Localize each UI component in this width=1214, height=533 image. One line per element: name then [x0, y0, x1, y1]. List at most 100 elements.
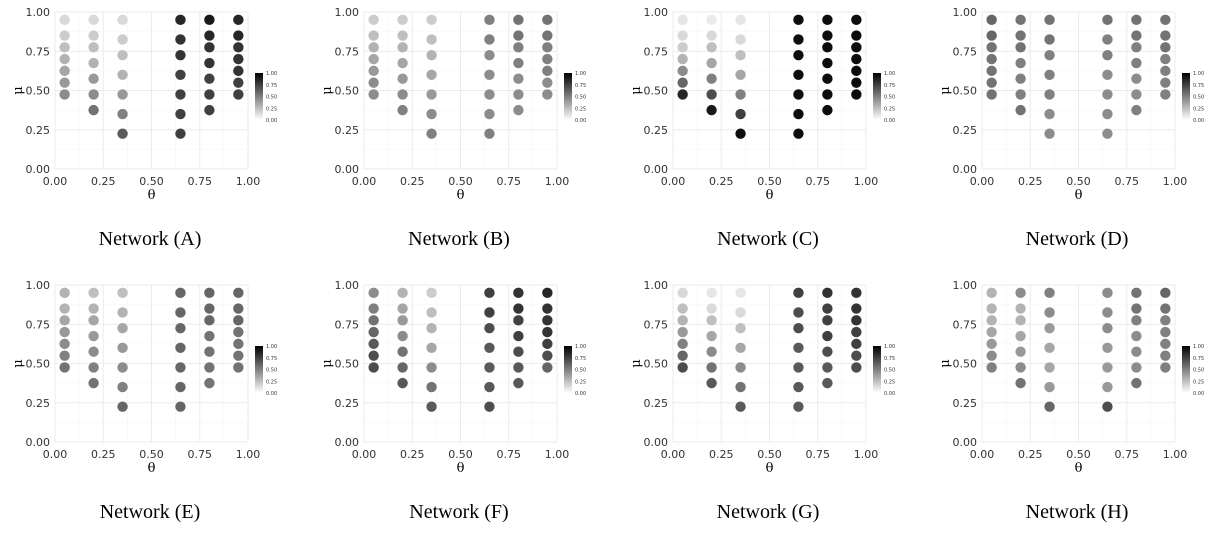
- panel-caption: Network (F): [409, 501, 509, 523]
- data-point: [851, 14, 862, 26]
- colorbar-tick-label: 0.25: [884, 106, 895, 112]
- data-point: [986, 362, 997, 373]
- data-point: [542, 14, 553, 26]
- x-tick-label: 1.00: [236, 175, 261, 188]
- colorbar-tick-label: 0.75: [1193, 356, 1204, 362]
- data-point: [175, 89, 186, 100]
- data-point: [986, 303, 997, 314]
- data-point: [204, 42, 215, 53]
- data-point: [368, 42, 379, 53]
- data-point: [426, 307, 437, 318]
- x-tick-label: 0.75: [806, 175, 831, 188]
- data-point: [59, 350, 70, 361]
- grid-lines: [363, 11, 558, 170]
- data-point: [1102, 49, 1113, 61]
- y-axis-label: μ: [11, 86, 26, 94]
- data-point: [1131, 346, 1142, 357]
- data-point: [1044, 34, 1055, 45]
- data-point: [175, 69, 186, 81]
- colorbar-tick-label: 0.75: [1193, 83, 1204, 89]
- colorbar-tick-label: 1.00: [575, 71, 586, 77]
- data-point: [986, 30, 997, 41]
- y-tick-label: 0.00: [953, 163, 978, 176]
- data-point: [677, 89, 688, 100]
- data-point: [793, 342, 804, 353]
- data-point: [735, 362, 746, 373]
- y-axis-label: μ: [11, 359, 26, 367]
- data-point: [513, 89, 524, 100]
- colorbar-tick-label: 0.75: [884, 356, 895, 362]
- data-point: [233, 315, 244, 326]
- data-point: [793, 108, 804, 120]
- data-point: [677, 315, 688, 326]
- data-point: [1131, 303, 1142, 314]
- data-point: [368, 287, 379, 299]
- data-point: [542, 65, 553, 77]
- data-point: [822, 377, 833, 389]
- data-point: [706, 57, 717, 69]
- y-tick-label: 1.00: [953, 279, 978, 292]
- data-point: [117, 128, 128, 139]
- data-point: [1015, 73, 1026, 84]
- data-point: [59, 362, 70, 373]
- data-point: [1131, 30, 1142, 41]
- colorbar-tick-label: 1.00: [266, 344, 277, 350]
- data-point: [1015, 377, 1026, 389]
- data-point: [677, 338, 688, 350]
- data-point: [397, 287, 408, 299]
- data-point: [175, 108, 186, 120]
- x-tick-label: 0.25: [400, 175, 425, 188]
- y-tick-label: 0.50: [953, 358, 978, 371]
- data-point: [986, 65, 997, 77]
- y-tick-label: 0.25: [26, 397, 51, 410]
- data-point: [484, 381, 495, 393]
- data-point: [1044, 322, 1055, 334]
- data-point: [233, 77, 244, 88]
- data-point: [542, 53, 553, 65]
- x-tick-label: 0.75: [188, 175, 213, 188]
- data-point: [175, 401, 186, 412]
- data-point: [484, 69, 495, 81]
- data-point: [1160, 315, 1171, 326]
- data-point: [117, 342, 128, 353]
- data-point: [59, 326, 70, 338]
- data-point: [1102, 342, 1113, 353]
- data-point: [851, 89, 862, 100]
- data-point: [986, 350, 997, 361]
- x-tick-label: 1.00: [545, 448, 570, 461]
- colorbar-tick-label: 0.50: [1193, 95, 1204, 101]
- data-point: [1015, 346, 1026, 357]
- colorbar-tick-label: 0.50: [266, 368, 277, 374]
- data-point: [484, 362, 495, 373]
- y-tick-label: 0.50: [644, 358, 669, 371]
- data-point: [793, 69, 804, 81]
- x-tick-label: 0.75: [1115, 175, 1140, 188]
- data-point: [368, 77, 379, 88]
- data-point: [233, 338, 244, 350]
- data-point: [851, 42, 862, 53]
- data-point: [851, 77, 862, 88]
- colorbar-tick-label: 0.25: [575, 379, 586, 385]
- y-tick-label: 0.75: [953, 318, 978, 331]
- data-point: [513, 315, 524, 326]
- data-point: [542, 326, 553, 338]
- data-point: [204, 315, 215, 326]
- data-point: [397, 30, 408, 41]
- data-point: [677, 53, 688, 65]
- data-point: [1131, 330, 1142, 342]
- data-point: [1160, 14, 1171, 26]
- data-point: [233, 326, 244, 338]
- panel-caption: Network (E): [99, 501, 201, 523]
- data-point: [88, 30, 99, 41]
- colorbar-tick-label: 0.25: [1193, 379, 1204, 385]
- data-point: [368, 89, 379, 100]
- x-axis-label: θ: [1075, 188, 1083, 203]
- data-point: [793, 287, 804, 299]
- data-point: [986, 14, 997, 26]
- chart-panel: 0.00 0.25 0.50 0.75 1.00 0.00 0.25 0.50 0.75 1.00…: [309, 0, 609, 260]
- data-point: [542, 303, 553, 314]
- data-point: [88, 362, 99, 373]
- data-point: [1160, 77, 1171, 88]
- data-point: [986, 287, 997, 299]
- x-tick-label: 0.75: [806, 448, 831, 461]
